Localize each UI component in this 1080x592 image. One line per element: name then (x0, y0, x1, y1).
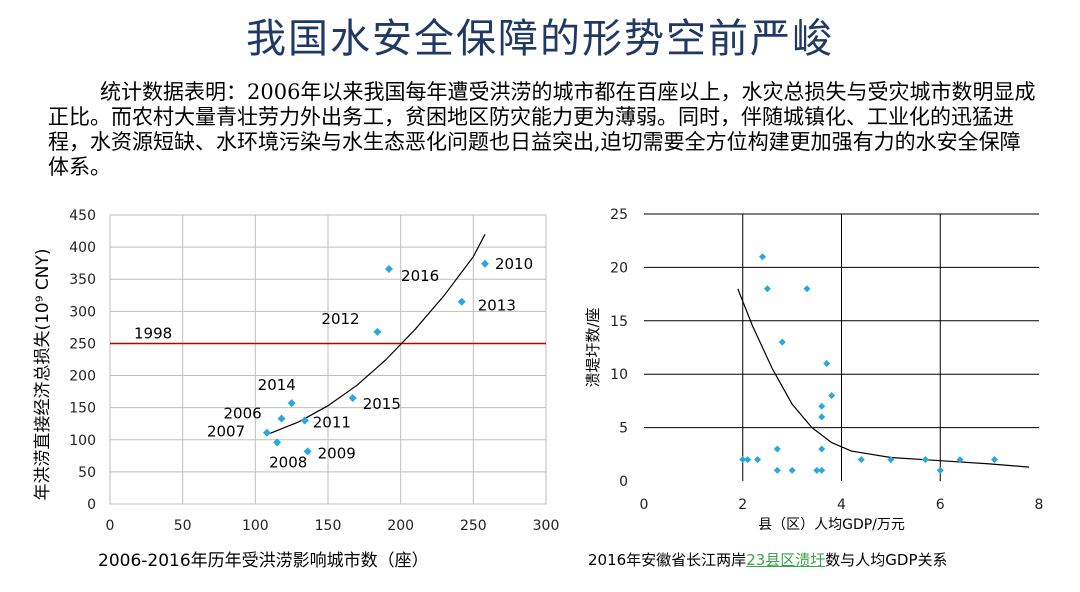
data-point (936, 466, 944, 474)
x-tick-label: 0 (106, 518, 115, 534)
data-point (773, 466, 781, 474)
data-point (857, 456, 865, 464)
data-point (373, 327, 382, 336)
x-tick-label: 50 (174, 518, 192, 534)
point-label: 2008 (269, 453, 307, 471)
x-tick-label: 6 (936, 497, 945, 513)
data-point (277, 414, 286, 423)
data-point (273, 438, 282, 447)
chart1-caption: 2006-2016年历年受洪涝影响城市数（座） (98, 551, 429, 571)
point-label: 2015 (363, 395, 401, 413)
x-tick-label: 8 (1035, 497, 1044, 513)
data-point (828, 392, 836, 400)
y-axis-title: 溃堤圩数/座 (584, 307, 602, 387)
y-tick-label: 100 (69, 433, 96, 449)
slide-title: 我国水安全保障的形势空前严峻 (246, 16, 834, 62)
trend-curve (269, 234, 486, 434)
point-label: 2013 (478, 297, 516, 315)
data-point (991, 456, 999, 464)
trend-curve (737, 288, 1030, 468)
data-point (348, 394, 357, 403)
x-tick-label: 300 (533, 518, 560, 534)
slide-paragraph: 统计数据表明：2006年以来我国每年遭受洪涝的城市都在百座以上，水灾总损失与受灾… (48, 80, 1036, 179)
x-tick-label: 0 (640, 497, 649, 513)
point-label: 2007 (207, 423, 245, 441)
y-tick-label: 450 (69, 208, 96, 224)
point-label: 2006 (223, 405, 261, 423)
y-tick-label: 25 (610, 207, 628, 223)
y-tick-label: 350 (69, 272, 96, 288)
y-tick-label: 5 (619, 421, 628, 437)
data-point (818, 445, 826, 453)
y-tick-label: 200 (69, 369, 96, 385)
data-point (818, 466, 826, 474)
y-tick-label: 0 (619, 474, 628, 490)
data-point (300, 416, 309, 425)
data-point (788, 466, 796, 474)
point-label: 2016 (401, 267, 439, 285)
data-point (287, 399, 296, 408)
data-point (262, 428, 271, 437)
data-point (956, 456, 964, 464)
y-tick-label: 0 (87, 497, 96, 513)
x-tick-label: 250 (460, 518, 487, 534)
y-tick-label: 15 (610, 314, 628, 330)
data-point (763, 285, 771, 293)
point-label: 2009 (318, 444, 356, 462)
x-tick-label: 4 (837, 497, 846, 513)
data-point (385, 264, 394, 273)
point-label: 2012 (321, 310, 359, 328)
chart2-caption: 2016年安徽省长江两岸23县区溃圩数与人均GDP关系 (588, 549, 948, 570)
x-tick-label: 100 (242, 518, 269, 534)
y-tick-label: 250 (69, 336, 96, 352)
x-tick-label: 150 (315, 518, 342, 534)
data-point (887, 456, 895, 464)
data-point (773, 445, 781, 453)
reference-line-label: 1998 (134, 324, 172, 342)
flood-loss-chart: 0 50 100 150 200 250 300 0 50 100 150 200 250 300 350 4… (33, 208, 560, 534)
y-tick-label: 150 (69, 401, 96, 417)
data-point (803, 285, 811, 293)
chart2-caption-part3: 数与人均GDP关系 (825, 551, 948, 569)
y-axis-title: 年洪涝直接经济总损失(10⁹ CNY) (33, 248, 53, 500)
data-point (813, 466, 821, 474)
data-point (739, 456, 747, 464)
data-point (480, 259, 489, 268)
data-point (303, 447, 312, 456)
data-point (754, 456, 762, 464)
x-tick-label: 2 (738, 497, 747, 513)
point-label: 2010 (495, 255, 533, 273)
dike-gdp-chart: 0 2 4 6 8 0 5 10 15 20 25 县（区）人均GDP/万元 溃堤圩数/座 (584, 207, 1044, 533)
y-tick-label: 400 (69, 240, 96, 256)
data-point (778, 338, 786, 346)
y-tick-label: 10 (610, 367, 628, 383)
data-point (457, 297, 466, 306)
data-point (818, 402, 826, 410)
y-tick-label: 50 (78, 465, 96, 481)
data-point (921, 456, 929, 464)
x-tick-label: 200 (387, 518, 414, 534)
data-point (823, 360, 831, 368)
point-label: 2011 (313, 414, 351, 432)
data-point (759, 253, 766, 261)
y-tick-label: 20 (610, 260, 628, 276)
y-tick-label: 300 (69, 304, 96, 320)
point-label: 2014 (258, 376, 296, 394)
x-axis-title: 县（区）人均GDP/万元 (758, 517, 905, 533)
chart2-caption-link[interactable]: 23县区溃圩 (746, 551, 826, 569)
chart2-caption-part1: 2016年安徽省长江两岸 (588, 551, 747, 569)
data-point (744, 456, 752, 464)
data-point (818, 413, 826, 421)
